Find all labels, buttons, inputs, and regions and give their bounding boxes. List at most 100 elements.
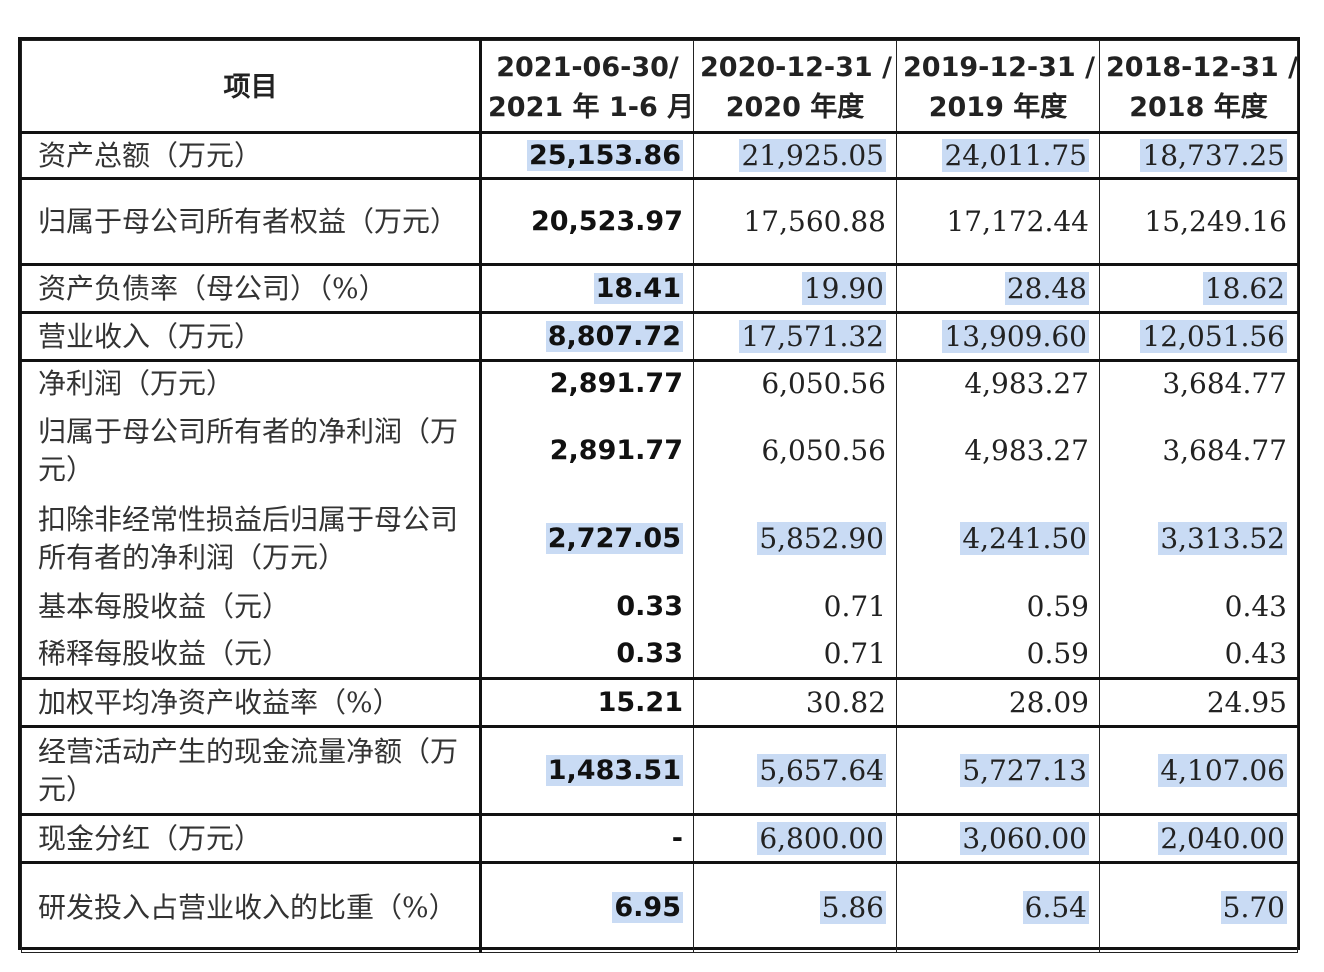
cell-2020: 6,050.56 — [693, 406, 897, 495]
row-label: 净利润（万元） — [21, 360, 482, 407]
header-col-2021h1: 2021-06-30/ 2021 年 1-6 月 — [480, 40, 694, 134]
cell-2020: 17,560.88 — [693, 178, 897, 266]
cell-value: 17,571.32 — [739, 319, 886, 353]
cell-2018: 12,051.56 — [1099, 312, 1298, 362]
cell-value: 30.82 — [805, 685, 886, 719]
cell-2020: 5,657.64 — [693, 726, 897, 816]
cell-2021h1: 15.21 — [480, 678, 694, 728]
cell-2018: 0.43 — [1099, 630, 1298, 680]
row-label: 营业收入（万元） — [21, 312, 482, 362]
cell-2018: 2,040.00 — [1099, 814, 1298, 864]
table-row: 资产总额（万元） 25,153.86 21,925.05 24,011.75 18,73… — [21, 132, 1298, 180]
financial-table-frame: 项目 2021-06-30/ 2021 年 1-6 月 2020-12-31 /… — [18, 37, 1300, 953]
row-label: 稀释每股收益（元） — [21, 630, 482, 680]
cell-value: 5.86 — [819, 891, 886, 924]
cell-2020: 21,925.05 — [693, 132, 897, 180]
cell-value: 15,249.16 — [1144, 204, 1287, 238]
table-row: 扣除非经常性损益后归属于母公司所有者的净利润（万元） 2,727.05 5,852.… — [21, 494, 1298, 583]
cell-value: 6,800.00 — [757, 821, 886, 855]
cell-2018: 0.43 — [1099, 582, 1298, 631]
cell-value: 6,050.56 — [761, 433, 886, 467]
cell-2018: 3,684.77 — [1099, 406, 1298, 495]
cell-2021h1: - — [480, 814, 694, 864]
table-row: 稀释每股收益（元） 0.33 0.71 0.59 0.43 — [21, 630, 1298, 680]
cell-2021h1: 2,891.77 — [480, 406, 694, 495]
cell-value: 0.71 — [823, 636, 886, 670]
cell-2020: 6,800.00 — [693, 814, 897, 864]
cell-2019: 5,727.13 — [896, 726, 1100, 816]
cell-2020: 0.71 — [693, 582, 897, 631]
row-label: 扣除非经常性损益后归属于母公司所有者的净利润（万元） — [21, 494, 482, 583]
cell-value: 3,313.52 — [1158, 521, 1287, 555]
cell-value: 0.43 — [1224, 589, 1287, 623]
cell-value: 4,983.27 — [964, 433, 1089, 467]
cell-2019: 13,909.60 — [896, 312, 1100, 362]
cell-value: 0.33 — [616, 590, 683, 622]
cell-2019: 0.59 — [896, 630, 1100, 680]
cell-2018: 15,249.16 — [1099, 178, 1298, 266]
cell-value: 28.09 — [1008, 685, 1089, 719]
cell-2021h1: 0.33 — [480, 582, 694, 631]
cell-value: 19.90 — [801, 271, 886, 305]
table-row: 归属于母公司所有者的净利润（万元） 2,891.77 6,050.56 4,983.2… — [21, 406, 1298, 495]
financial-summary-table: 项目 2021-06-30/ 2021 年 1-6 月 2020-12-31 /… — [21, 40, 1298, 953]
cell-2021h1: 2,891.77 — [480, 360, 694, 407]
cell-2018: 3,684.77 — [1099, 360, 1298, 407]
table-header-row: 项目 2021-06-30/ 2021 年 1-6 月 2020-12-31 /… — [21, 40, 1298, 134]
cell-value: 0.71 — [823, 589, 886, 623]
cell-2019: 0.59 — [896, 582, 1100, 631]
cell-value: 0.59 — [1026, 589, 1089, 623]
row-label: 现金分红（万元） — [21, 814, 482, 864]
cell-value: 1,483.51 — [545, 754, 683, 786]
row-label: 归属于母公司所有者权益（万元） — [21, 178, 482, 266]
cell-value: 24,011.75 — [942, 138, 1089, 172]
cell-value: 28.48 — [1004, 271, 1089, 305]
cell-value: 15.21 — [597, 686, 683, 718]
cell-value: 4,107.06 — [1158, 753, 1287, 787]
cell-2019: 28.48 — [896, 264, 1100, 314]
cell-value: - — [671, 822, 683, 854]
cell-2021h1: 6.95 — [480, 862, 694, 953]
row-label: 基本每股收益（元） — [21, 582, 482, 631]
cell-2021h1: 18.41 — [480, 264, 694, 314]
cell-2020: 17,571.32 — [693, 312, 897, 362]
cell-value: 2,040.00 — [1158, 821, 1287, 855]
cell-2019: 4,983.27 — [896, 360, 1100, 407]
header-item: 项目 — [21, 40, 482, 134]
cell-2021h1: 20,523.97 — [480, 178, 694, 266]
cell-2019: 4,241.50 — [896, 494, 1100, 583]
cell-value: 18,737.25 — [1140, 138, 1287, 172]
cell-value: 13,909.60 — [942, 319, 1089, 353]
row-label: 研发投入占营业收入的比重（%） — [21, 862, 482, 953]
cell-value: 25,153.86 — [526, 139, 683, 171]
cell-value: 0.33 — [616, 637, 683, 669]
cell-2020: 0.71 — [693, 630, 897, 680]
table-row: 净利润（万元） 2,891.77 6,050.56 4,983.27 3,684.77 — [21, 360, 1298, 407]
table-row: 归属于母公司所有者权益（万元） 20,523.97 17,560.88 17,172.… — [21, 178, 1298, 266]
cell-value: 17,172.44 — [946, 204, 1089, 238]
row-label: 加权平均净资产收益率（%） — [21, 678, 482, 728]
cell-value: 8,807.72 — [545, 320, 683, 352]
row-label: 资产负债率（母公司）（%） — [21, 264, 482, 314]
cell-2019: 3,060.00 — [896, 814, 1100, 864]
cell-value: 4,241.50 — [960, 521, 1089, 555]
cell-value: 18.62 — [1202, 271, 1287, 305]
cell-value: 6.95 — [612, 892, 683, 923]
cell-2018: 5.70 — [1099, 862, 1298, 953]
cell-value: 5,657.64 — [757, 753, 886, 787]
cell-2019: 17,172.44 — [896, 178, 1100, 266]
cell-2020: 6,050.56 — [693, 360, 897, 407]
cell-value: 17,560.88 — [743, 204, 886, 238]
cell-value: 0.59 — [1026, 636, 1089, 670]
cell-2018: 3,313.52 — [1099, 494, 1298, 583]
cell-2021h1: 1,483.51 — [480, 726, 694, 816]
cell-2018: 4,107.06 — [1099, 726, 1298, 816]
table-row: 资产负债率（母公司）（%） 18.41 19.90 28.48 18.62 — [21, 264, 1298, 314]
cell-value: 4,983.27 — [964, 367, 1089, 401]
cell-2018: 18,737.25 — [1099, 132, 1298, 180]
cell-2019: 6.54 — [896, 862, 1100, 953]
header-col-2019: 2019-12-31 / 2019 年度 — [896, 40, 1100, 134]
cell-2020: 30.82 — [693, 678, 897, 728]
table-row: 研发投入占营业收入的比重（%） 6.95 5.86 6.54 5.70 — [21, 862, 1298, 953]
header-col-2018: 2018-12-31 / 2018 年度 — [1099, 40, 1298, 134]
